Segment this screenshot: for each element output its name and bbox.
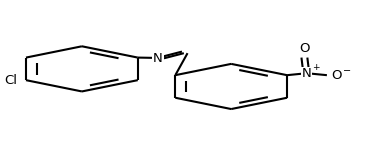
- Text: −: −: [343, 66, 351, 76]
- Text: +: +: [312, 63, 320, 72]
- Text: N: N: [153, 52, 163, 65]
- Text: O: O: [331, 69, 342, 82]
- Text: N: N: [301, 67, 311, 80]
- Text: O: O: [299, 42, 310, 55]
- Text: Cl: Cl: [4, 74, 17, 87]
